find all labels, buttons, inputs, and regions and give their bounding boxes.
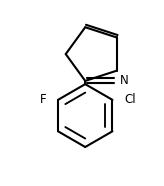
Text: F: F (40, 93, 47, 106)
Text: Cl: Cl (124, 93, 136, 106)
Text: N: N (120, 74, 129, 87)
